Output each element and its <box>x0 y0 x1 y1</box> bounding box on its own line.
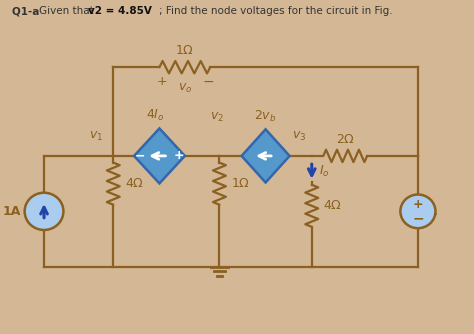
Text: +: + <box>156 75 167 88</box>
Text: $2v_b$: $2v_b$ <box>255 109 277 124</box>
Text: +: + <box>412 198 423 211</box>
Polygon shape <box>134 128 185 183</box>
Text: $4\Omega$: $4\Omega$ <box>125 177 144 190</box>
Text: $v_2$: $v_2$ <box>210 111 224 124</box>
Text: ; Find the node voltages for the circuit in Fig.: ; Find the node voltages for the circuit… <box>158 6 392 16</box>
Text: $v_o$: $v_o$ <box>178 81 192 95</box>
Circle shape <box>401 194 436 228</box>
Circle shape <box>25 193 64 230</box>
Text: Given that: Given that <box>39 6 98 16</box>
Text: −: − <box>202 75 214 89</box>
Text: $1\Omega$: $1\Omega$ <box>175 44 194 57</box>
Text: Q1-a: Q1-a <box>12 6 43 16</box>
Text: v2 = 4.85V: v2 = 4.85V <box>88 6 152 16</box>
Text: 1: 1 <box>428 205 437 218</box>
Text: $4I_o$: $4I_o$ <box>146 108 164 123</box>
Polygon shape <box>242 129 290 182</box>
Text: −: − <box>134 149 145 162</box>
Text: $1\Omega$: $1\Omega$ <box>231 177 250 190</box>
Text: $v_1$: $v_1$ <box>89 130 103 144</box>
Text: $4\Omega$: $4\Omega$ <box>323 199 342 212</box>
Text: $I_o$: $I_o$ <box>319 164 329 179</box>
Text: $2\Omega$: $2\Omega$ <box>336 133 355 146</box>
Text: −: − <box>412 211 424 225</box>
Text: $v_3$: $v_3$ <box>292 130 306 144</box>
Text: +: + <box>174 149 184 162</box>
Text: 1A: 1A <box>2 205 21 218</box>
